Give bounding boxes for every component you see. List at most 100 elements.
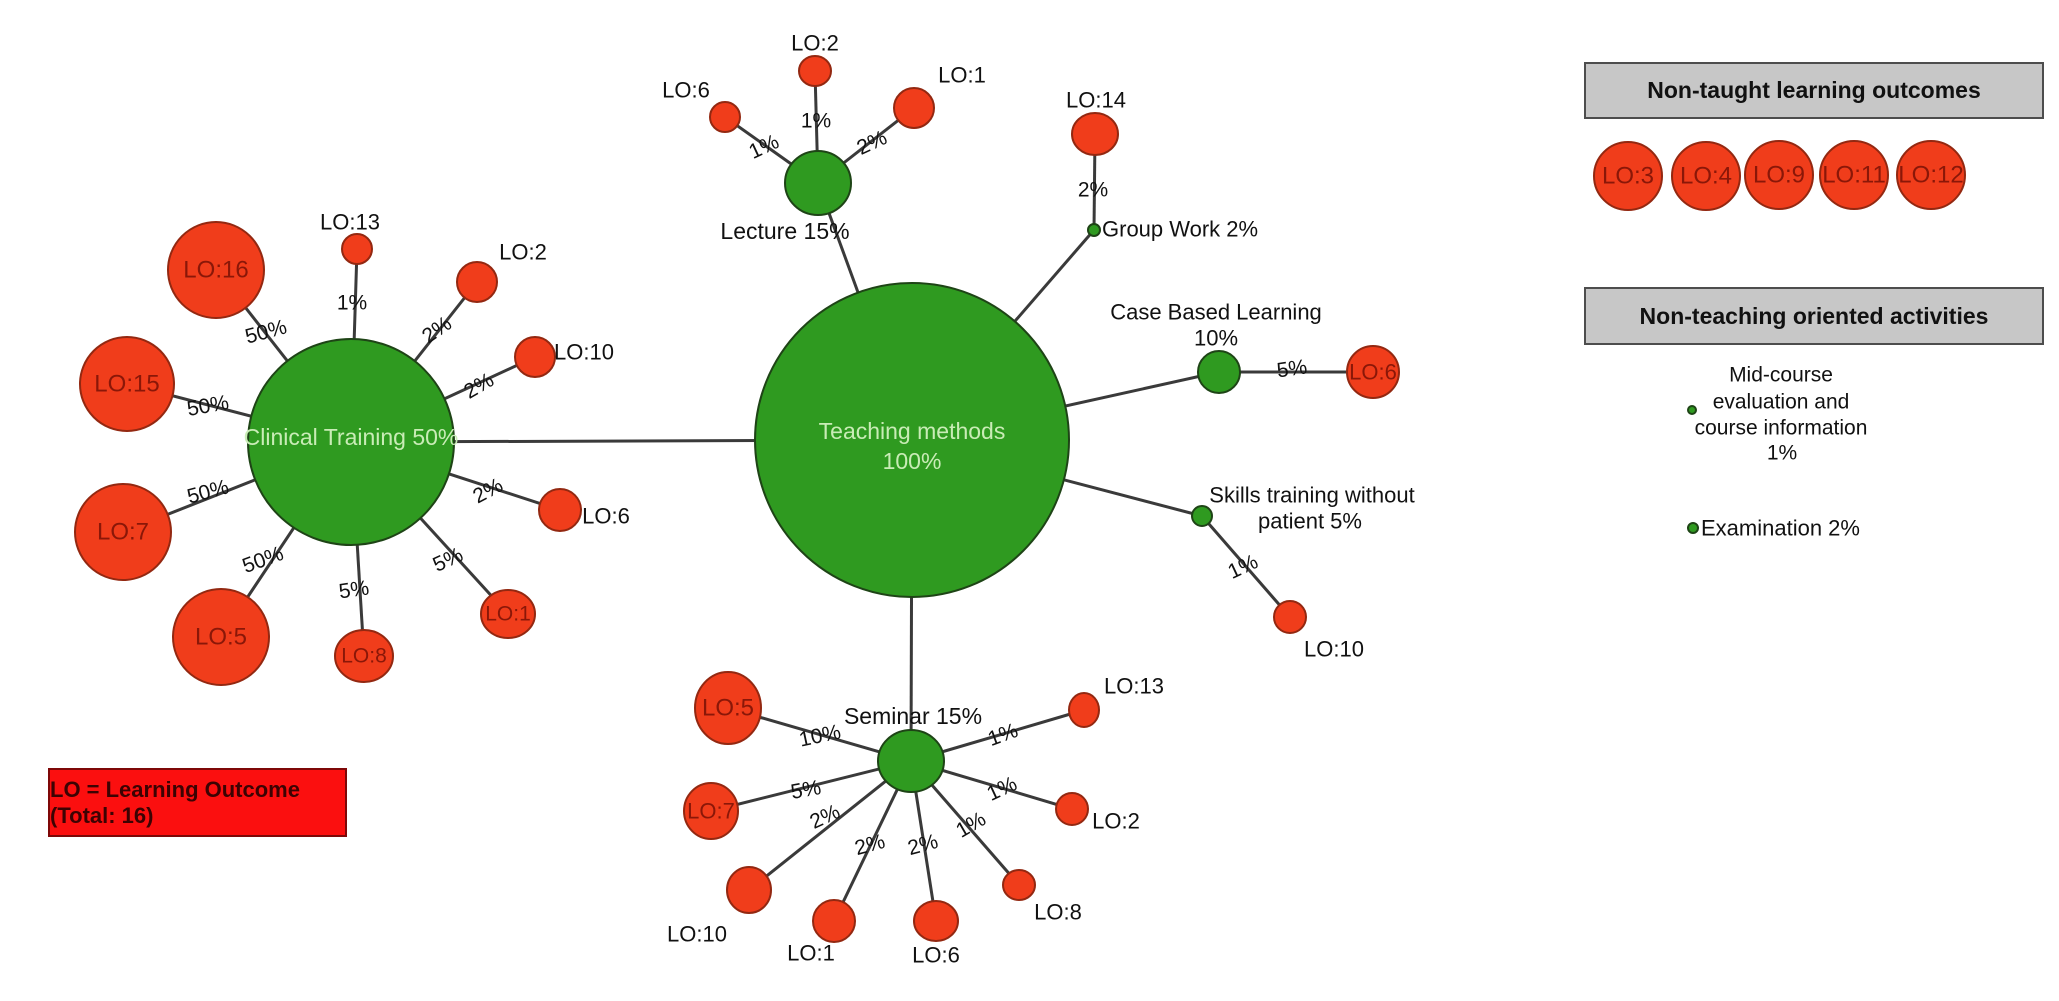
node-lo10-clinical (514, 336, 556, 378)
label-lo13-seminar: LO:13 (1104, 674, 1164, 699)
label-lo6-seminar: LO:6 (912, 943, 960, 968)
edge-seminar-lo2-percent-label: 1% (983, 772, 1020, 806)
label-lo2-clinical: LO:2 (499, 240, 547, 265)
node-lo13-clinical (341, 233, 373, 265)
node-group-work-dot (1087, 223, 1101, 237)
node-skills-training-dot (1191, 505, 1213, 527)
edge-clinical-lo16-percent-label: 50% (243, 315, 290, 348)
node-lo1-clinical (480, 589, 536, 639)
label-lo8-seminar: LO:8 (1034, 900, 1082, 925)
node-lo7-clinical-label: LO:7 (97, 519, 149, 546)
node-examination-dot (1687, 522, 1699, 534)
legend-text: LO = Learning Outcome (Total: 16) (50, 776, 300, 828)
node-lo7-seminar (683, 782, 739, 840)
node-lo16-clinical-label: LO:16 (183, 257, 248, 284)
node-lo15-clinical-label: LO:15 (94, 371, 159, 398)
node-lo5-clinical-label: LO:5 (195, 624, 247, 651)
node-lo7-seminar-label: LO:7 (687, 799, 735, 824)
edge-seminar-lo7 (710, 759, 912, 813)
label-midcourse-line3: course information (1695, 417, 1868, 440)
node-lo6-cbl (1346, 345, 1400, 399)
node-lo12-nontaught-label: LO:12 (1898, 162, 1963, 189)
edge-skills-lo10 (1200, 515, 1292, 618)
label-lo10-seminar: LO:10 (667, 922, 727, 947)
label-lo13-clinical: LO:13 (320, 210, 380, 235)
label-midcourse-line1: Mid-course (1729, 364, 1833, 387)
node-lo1-clinical-label: LO:1 (485, 603, 531, 626)
node-lo2-lecture (798, 55, 832, 87)
node-lo9-nontaught-label: LO:9 (1753, 162, 1805, 189)
edge-groupwork-lo14-percent-label: 2% (1078, 179, 1108, 202)
label-lo2-seminar: LO:2 (1092, 809, 1140, 834)
node-lo4-nontaught-label: LO:4 (1680, 163, 1732, 190)
label-lo6-lecture: LO:6 (662, 78, 710, 103)
node-lo6-lecture (709, 101, 741, 133)
label-lo10-skills: LO:10 (1304, 637, 1364, 662)
label-case-based-learning-pct: 10% (1194, 326, 1238, 351)
edge-cbl-lo6-percent-label: 5% (1275, 355, 1308, 382)
panel-non-taught-learning-outcomes: Non-taught learning outcomes (1584, 62, 2044, 119)
label-midcourse-line2: evaluation and (1713, 391, 1850, 414)
edge-clinical-lo7-percent-label: 50% (185, 475, 232, 508)
label-seminar: Seminar 15% (844, 703, 982, 729)
node-lo5-seminar (694, 671, 762, 745)
edge-clinical-lo8-percent-label: 5% (337, 576, 370, 603)
edge-clinical-lo10-percent-label: 2% (460, 368, 498, 403)
panel-non-taught-title: Non-taught learning outcomes (1647, 77, 1981, 103)
node-teaching-methods (754, 282, 1070, 598)
node-clinical-training-label: Clinical Training 50% (244, 424, 459, 450)
label-lo2-lecture: LO:2 (791, 31, 839, 56)
node-clinical-training (247, 338, 455, 546)
legend-box: LO = Learning Outcome (Total: 16) (48, 768, 347, 837)
label-midcourse-line4: 1% (1767, 442, 1797, 465)
node-lo14 (1071, 112, 1119, 156)
label-skills-line2: patient 5% (1258, 509, 1362, 534)
node-lo15-clinical (79, 336, 175, 432)
label-lo6-clinical: LO:6 (582, 504, 630, 529)
node-teaching-methods-label-line1: Teaching methods (819, 418, 1006, 444)
node-teaching-methods-label-line2: 100% (883, 448, 942, 474)
label-lo1-seminar: LO:1 (787, 941, 835, 966)
edge-clinical-lo6-percent-label: 2% (469, 474, 507, 509)
node-lo8-clinical (334, 629, 394, 683)
node-lo11-nontaught (1819, 140, 1889, 210)
node-lo12-nontaught (1896, 140, 1966, 210)
edge-seminar-lo5-percent-label: 10% (797, 720, 843, 751)
edge-seminar-lo13-percent-label: 1% (985, 719, 1021, 751)
node-lo10-seminar (726, 866, 772, 914)
label-lo10-clinical: LO:10 (554, 340, 614, 365)
node-lo6-cbl-label: LO:6 (1349, 360, 1397, 385)
edge-clinical-lo15-percent-label: 50% (185, 391, 230, 421)
node-lo3-nontaught-label: LO:3 (1602, 163, 1654, 190)
node-lo2-seminar (1055, 792, 1089, 826)
panel-non-teaching-title: Non-teaching oriented activities (1639, 302, 1989, 329)
node-lo16-clinical (167, 221, 265, 319)
label-lo1-lecture: LO:1 (938, 63, 986, 88)
edge-clinical-lo1-percent-label: 5% (429, 543, 466, 577)
node-lecture (784, 150, 852, 216)
node-lo1-seminar (812, 899, 856, 943)
node-lo3-nontaught (1593, 141, 1663, 211)
edge-seminar-lo10 (748, 759, 912, 892)
node-lo10-skills (1273, 600, 1307, 634)
node-lo7-clinical (74, 483, 172, 581)
label-lo14: LO:14 (1066, 88, 1126, 113)
edge-seminar-lo6-percent-label: 2% (905, 830, 940, 860)
node-lo8-seminar (1002, 869, 1036, 901)
node-lo1-lecture (893, 87, 935, 129)
node-seminar (877, 729, 945, 793)
node-lo11-nontaught-label: LO:11 (1822, 162, 1886, 189)
label-examination: Examination 2% (1701, 516, 1860, 541)
edge-lecture-lo2-percent-label: 1% (801, 110, 831, 133)
label-case-based-learning: Case Based Learning (1110, 300, 1322, 325)
node-lo2-clinical (456, 261, 498, 303)
edge-seminar-lo1-percent-label: 2% (852, 830, 887, 860)
node-midcourse-dot (1687, 405, 1697, 415)
edge-seminar-lo7-percent-label: 5% (789, 776, 823, 804)
node-lo8-clinical-label: LO:8 (341, 645, 387, 668)
node-lo6-clinical (538, 488, 582, 532)
node-lo6-seminar (913, 900, 959, 942)
label-group-work: Group Work 2% (1102, 217, 1258, 242)
panel-non-teaching-oriented-activities: Non-teaching oriented activities (1584, 287, 2044, 345)
